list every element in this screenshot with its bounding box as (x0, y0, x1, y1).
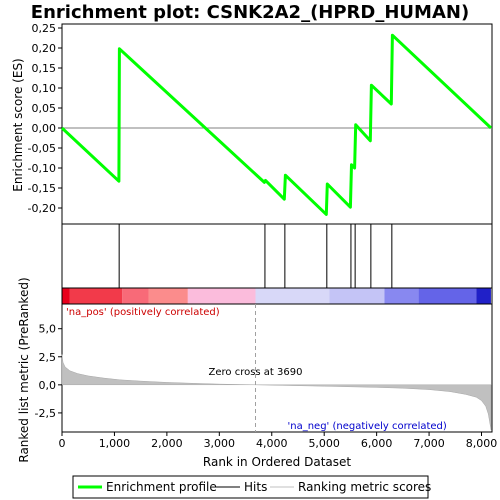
legend-frame (72, 475, 429, 499)
x-tick-label: 7,000 (413, 437, 445, 450)
es-tick-label: 0,20 (32, 42, 57, 55)
es-axis-label: Enrichment score (ES) (11, 58, 25, 191)
es-panel: 0,25 0,20 0,15 0,10 0,05 0,00 -0,05 -0,10 -0,15 -… (28, 22, 493, 225)
color-bar-segment (122, 288, 149, 304)
na-neg-label: 'na_neg' (negatively correlated) (287, 421, 446, 432)
x-tick-label: 4,000 (256, 437, 288, 450)
metric-axis-ticks: 5,0 2,5 0,0 -2,5 (35, 323, 62, 420)
ranking-metric-area (61, 354, 492, 430)
rank-color-bar (61, 287, 493, 305)
color-bar-segment (329, 288, 385, 304)
x-tick-label: 2,000 (151, 437, 183, 450)
es-tick-label: -0,10 (28, 162, 56, 175)
es-tick-label: -0,05 (28, 142, 56, 155)
es-tick-label: 0,25 (32, 22, 57, 35)
metric-tick-label: 5,0 (39, 323, 57, 336)
hits-panel-frame (61, 223, 493, 289)
x-axis-label: Rank in Ordered Dataset (203, 455, 351, 469)
x-tick-label: 3,000 (204, 437, 236, 450)
es-axis-ticks: 0,25 0,20 0,15 0,10 0,05 0,00 -0,05 -0,10 -0,15 -… (28, 22, 62, 215)
hit-marks (118, 224, 393, 288)
color-bar-segment (476, 288, 491, 304)
color-bar-segment (148, 288, 188, 304)
es-tick-label: 0,15 (32, 62, 57, 75)
color-bar-segment (384, 288, 419, 304)
color-bar-segment (187, 288, 256, 304)
x-tick-label: 1,000 (99, 437, 131, 450)
es-tick-label: 0,00 (32, 122, 57, 135)
x-tick-label: 0 (59, 437, 66, 450)
metric-panel: 5,0 2,5 0,0 -2,5 'na_pos' (positively corre… (35, 303, 493, 433)
legend-label: Enrichment profile (106, 480, 217, 494)
x-axis-ticks: 0 1,000 2,000 3,000 4,000 5,000 6,000 7,000 8,00… (59, 432, 498, 450)
enrichment-profile-line (60, 33, 493, 216)
legend-label: Hits (244, 480, 267, 494)
zero-cross-label: Zero cross at 3690 (209, 367, 303, 378)
es-tick-label: 0,10 (32, 82, 57, 95)
legend-items: Enrichment profile Hits Ranking metric sco… (78, 480, 431, 494)
na-pos-label: 'na_pos' (positively correlated) (66, 307, 220, 318)
metric-tick-label: 2,5 (39, 351, 57, 364)
x-tick-label: 8,000 (466, 437, 498, 450)
color-bar-segment (255, 288, 330, 304)
color-bar-segment (62, 288, 70, 304)
hits-panel (61, 223, 493, 289)
metric-axis-label: Ranked list metric (PreRanked) (17, 277, 31, 462)
legend: Enrichment profile Hits Ranking metric sco… (72, 475, 431, 499)
color-bar-segment (418, 288, 477, 304)
legend-label: Ranking metric scores (298, 480, 431, 494)
es-tick-label: 0,05 (32, 102, 57, 115)
es-tick-label: -0,15 (28, 182, 56, 195)
x-tick-label: 5,000 (308, 437, 340, 450)
chart-title: Enrichment plot: CSNK2A2_(HPRD_HUMAN) (31, 2, 469, 23)
metric-tick-label: 0,0 (39, 379, 57, 392)
x-tick-label: 6,000 (361, 437, 393, 450)
metric-tick-label: -2,5 (35, 407, 56, 420)
color-bar-segment (69, 288, 123, 304)
es-tick-label: -0,20 (28, 202, 56, 215)
